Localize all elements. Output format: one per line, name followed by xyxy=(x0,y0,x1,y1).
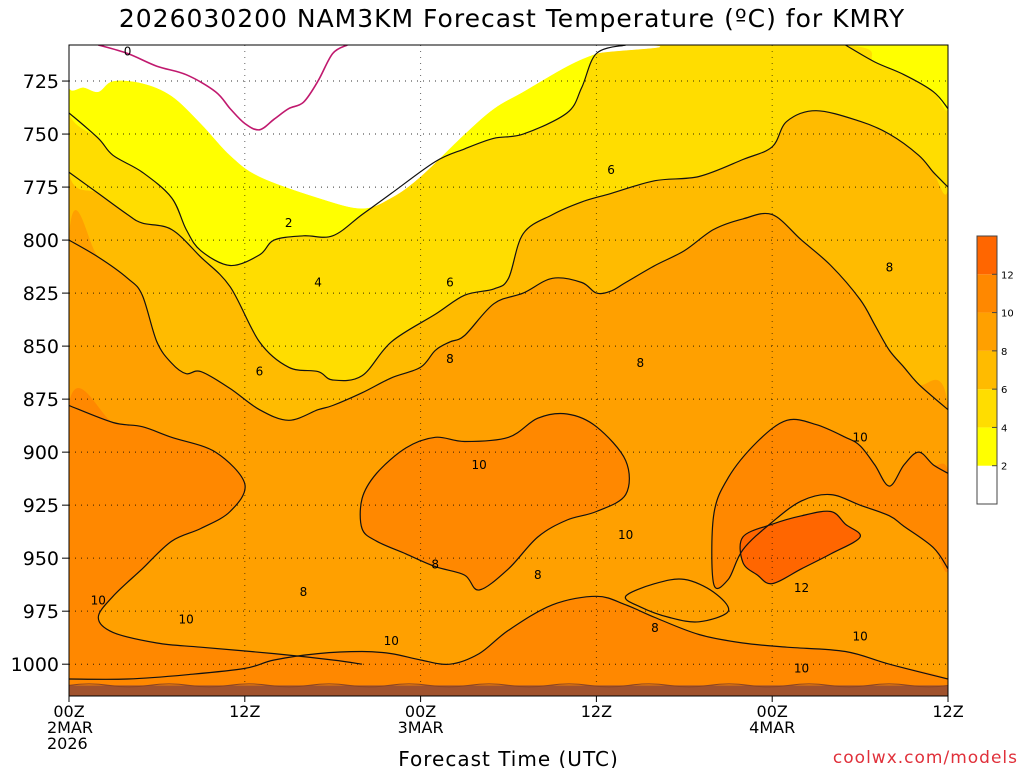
x-tick-label: 3MAR xyxy=(398,718,444,737)
contour-line xyxy=(711,418,948,590)
contour-label-text: 0 xyxy=(124,44,132,58)
temperature-region xyxy=(69,45,661,209)
contour-label-text: 8 xyxy=(651,621,659,635)
contour-label: 0 xyxy=(124,44,132,58)
x-tick-label: 2MAR xyxy=(47,718,93,737)
colorbar-band xyxy=(977,389,997,428)
contour-label: 8 xyxy=(534,568,542,582)
contour-label: 8 xyxy=(651,621,659,635)
contour-line xyxy=(69,110,948,382)
y-tick-label: 825 xyxy=(23,283,59,305)
contour-label-text: 8 xyxy=(431,558,439,572)
contour-line xyxy=(69,45,626,267)
source-credit[interactable]: coolwx.com/models xyxy=(832,748,1018,768)
contour-label-text: 8 xyxy=(886,261,894,275)
contour-label-text: 6 xyxy=(446,275,454,289)
contour-label-text: 12 xyxy=(794,581,809,595)
contour-label: 6 xyxy=(256,365,264,379)
x-tick-label: 00Z xyxy=(405,702,436,721)
colorbar-band xyxy=(977,465,997,504)
contour-label-text: 8 xyxy=(637,356,645,370)
contour-label: 2 xyxy=(285,216,293,230)
y-tick-label: 750 xyxy=(23,124,59,146)
contour-label-text: 10 xyxy=(852,430,867,444)
x-tick-label: 00Z xyxy=(757,702,788,721)
contour-label-text: 10 xyxy=(384,634,399,648)
contour-line xyxy=(69,404,363,665)
contour-label-text: 10 xyxy=(472,458,487,472)
colorbar-tick-label: 12 xyxy=(1001,270,1014,281)
y-tick-label: 850 xyxy=(23,336,59,358)
colorbar-band xyxy=(977,274,997,313)
contour-line xyxy=(69,595,948,680)
contour-label: 10 xyxy=(852,630,867,644)
contour-label-text: 10 xyxy=(794,661,809,675)
contour-label: 4 xyxy=(314,275,322,289)
contour-label-text: 2 xyxy=(285,216,293,230)
chart-title: 2026030200 NAM3KM Forecast Temperature (… xyxy=(118,4,906,33)
x-tick-label: 4MAR xyxy=(749,718,795,737)
contour-label-text: 10 xyxy=(179,613,194,627)
x-tick-label: 12Z xyxy=(229,702,260,721)
contour-label: 10 xyxy=(852,430,867,444)
contour-label-text: 8 xyxy=(534,568,542,582)
y-tick-label: 800 xyxy=(23,230,59,252)
contour-label: 6 xyxy=(446,275,454,289)
colorbar-band xyxy=(977,427,997,466)
colorbar-tick-label: 6 xyxy=(1001,385,1007,396)
contour-label-text: 6 xyxy=(607,163,615,177)
contour-label-text: 6 xyxy=(256,365,264,379)
contour-label-text: 10 xyxy=(618,528,633,542)
y-tick-label: 1000 xyxy=(11,654,59,676)
x-tick-label: 12Z xyxy=(581,702,612,721)
contour-label-text: 10 xyxy=(852,630,867,644)
contour-line xyxy=(739,510,861,585)
contour-label: 12 xyxy=(794,581,809,595)
contour-line xyxy=(69,212,948,421)
contour-label: 8 xyxy=(446,352,454,366)
contour-label: 8 xyxy=(431,558,439,572)
colorbar-tick-label: 4 xyxy=(1001,423,1007,434)
colorbar-band xyxy=(977,350,997,390)
contour-label: 6 xyxy=(607,163,615,177)
colorbar-tick-label: 8 xyxy=(1001,347,1007,358)
y-tick-label: 975 xyxy=(23,601,59,623)
contour-label: 10 xyxy=(794,661,809,675)
contour-label-text: 10 xyxy=(91,594,106,608)
colorbar-frame xyxy=(976,235,998,505)
x-tick-label: 12Z xyxy=(932,702,963,721)
colorbar-tick-label: 2 xyxy=(1001,462,1007,473)
contour-line xyxy=(845,45,948,109)
contour-line xyxy=(624,578,730,623)
colorbar-band xyxy=(977,312,997,351)
contour-label: 8 xyxy=(886,261,894,275)
contour-label: 8 xyxy=(637,356,645,370)
contour-line xyxy=(359,412,630,591)
y-tick-label: 925 xyxy=(23,495,59,517)
y-tick-label: 875 xyxy=(23,389,59,411)
contour-label-text: 4 xyxy=(314,275,322,289)
contour-line xyxy=(98,45,348,131)
x-tick-label: 2026 xyxy=(47,734,88,753)
y-tick-label: 725 xyxy=(23,71,59,93)
x-axis-label: Forecast Time (UTC) xyxy=(398,747,619,768)
x-tick-label: 00Z xyxy=(53,702,84,721)
y-tick-label: 775 xyxy=(23,177,59,199)
contour-label: 10 xyxy=(384,634,399,648)
contour-label: 8 xyxy=(300,585,308,599)
contour-label: 10 xyxy=(472,458,487,472)
ground-edge xyxy=(69,683,948,688)
contour-label: 10 xyxy=(618,528,633,542)
contour-label-text: 8 xyxy=(300,585,308,599)
contour-label: 10 xyxy=(179,613,194,627)
y-tick-label: 950 xyxy=(23,548,59,570)
contour-label-text: 8 xyxy=(446,352,454,366)
contour-label: 10 xyxy=(91,594,106,608)
ground-surface xyxy=(69,685,948,696)
y-tick-label: 900 xyxy=(23,442,59,464)
colorbar-band xyxy=(977,236,997,275)
plot-frame xyxy=(68,44,949,697)
colorbar-tick-label: 10 xyxy=(1001,309,1014,320)
